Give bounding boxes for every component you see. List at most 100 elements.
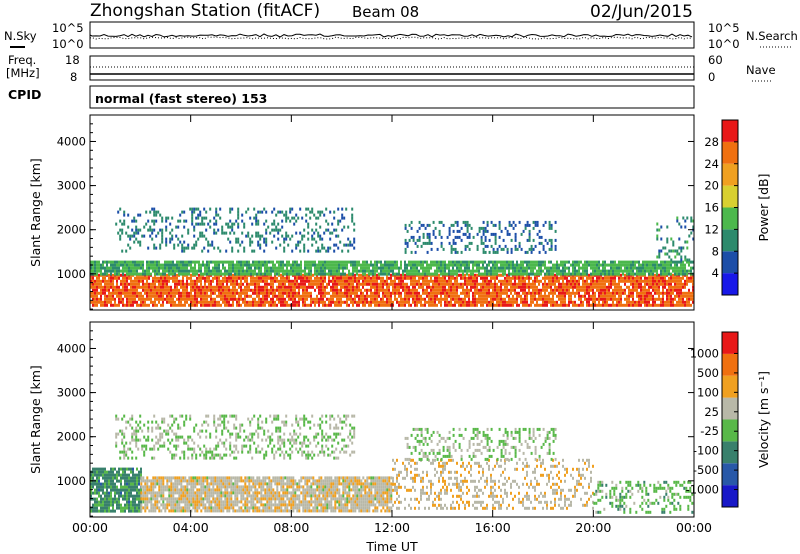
heatmap-cell bbox=[494, 232, 497, 236]
heatmap-cell bbox=[666, 260, 668, 264]
heatmap-cell bbox=[542, 223, 545, 227]
heatmap-cell bbox=[214, 263, 216, 267]
heatmap-cell bbox=[321, 246, 324, 250]
heatmap-cell bbox=[516, 276, 518, 280]
heatmap-cell bbox=[510, 266, 512, 270]
heatmap-cell bbox=[630, 276, 632, 280]
heatmap-cell bbox=[188, 263, 190, 267]
heatmap-cell bbox=[592, 300, 594, 304]
heatmap-cell bbox=[466, 266, 468, 270]
heatmap-cell bbox=[602, 260, 604, 264]
heatmap-cell bbox=[556, 294, 558, 298]
heatmap-cell bbox=[172, 291, 174, 295]
heatmap-cell bbox=[590, 282, 592, 286]
heatmap-cell bbox=[342, 263, 344, 267]
heatmap-cell bbox=[146, 266, 148, 270]
heatmap-cell bbox=[274, 303, 276, 307]
heatmap-cell bbox=[684, 285, 686, 289]
heatmap-cell bbox=[618, 272, 620, 276]
heatmap-cell bbox=[522, 285, 524, 289]
heatmap-cell bbox=[460, 238, 463, 242]
heatmap-cell bbox=[630, 279, 632, 283]
heatmap-cell bbox=[299, 207, 302, 211]
heatmap-cell bbox=[438, 282, 440, 286]
heatmap-cell bbox=[195, 240, 198, 244]
heatmap-cell bbox=[540, 269, 542, 273]
heatmap-cell bbox=[468, 291, 470, 295]
heatmap-cell bbox=[532, 247, 535, 251]
heatmap-cell bbox=[148, 260, 150, 264]
heatmap-cell bbox=[528, 238, 531, 242]
heatmap-cell bbox=[642, 269, 644, 273]
heatmap-cell bbox=[256, 266, 258, 270]
heatmap-cell bbox=[458, 266, 460, 270]
heatmap-cell bbox=[590, 266, 592, 270]
heatmap-cell bbox=[534, 291, 536, 295]
heatmap-cell bbox=[334, 279, 336, 283]
heatmap-cell bbox=[176, 273, 178, 277]
heatmap-cell bbox=[243, 225, 246, 229]
heatmap-cell bbox=[618, 266, 620, 270]
heatmap-cell bbox=[552, 297, 554, 301]
heatmap-cell bbox=[464, 276, 466, 280]
heatmap-cell bbox=[104, 300, 106, 304]
heatmap-cell bbox=[284, 279, 286, 283]
heatmap-cell bbox=[228, 294, 230, 298]
heatmap-cell bbox=[558, 263, 560, 267]
heatmap-cell bbox=[538, 294, 540, 298]
heatmap-cell bbox=[388, 269, 390, 273]
heatmap-cell bbox=[318, 272, 320, 276]
heatmap-cell bbox=[538, 269, 540, 273]
heatmap-cell bbox=[242, 297, 244, 301]
heatmap-cell bbox=[618, 300, 620, 304]
heatmap-cell bbox=[676, 272, 678, 276]
heatmap-cell bbox=[316, 282, 318, 286]
heatmap-cell bbox=[412, 263, 414, 267]
heatmap-cell bbox=[147, 219, 150, 223]
heatmap-cell bbox=[115, 222, 118, 226]
heatmap-cell bbox=[234, 276, 236, 280]
heatmap-cell bbox=[404, 269, 406, 273]
heatmap-cell bbox=[94, 285, 96, 289]
heatmap-cell bbox=[380, 285, 382, 289]
heatmap-cell bbox=[602, 297, 604, 301]
heatmap-cell bbox=[400, 297, 402, 301]
heatmap-cell bbox=[448, 229, 451, 233]
heatmap-cell bbox=[686, 216, 689, 220]
heatmap-cell bbox=[676, 294, 678, 298]
heatmap-cell bbox=[678, 297, 680, 301]
heatmap-cell bbox=[638, 269, 640, 273]
heatmap-cell bbox=[578, 291, 580, 295]
heatmap-cell bbox=[228, 279, 230, 283]
heatmap-cell bbox=[250, 279, 252, 283]
heatmap-cell bbox=[432, 263, 434, 267]
heatmap-cell bbox=[650, 260, 652, 264]
heatmap-cell bbox=[332, 279, 334, 283]
heatmap-cell bbox=[542, 288, 544, 292]
heatmap-cell bbox=[640, 272, 642, 276]
heatmap-cell bbox=[258, 269, 260, 273]
heatmap-cell bbox=[150, 263, 152, 267]
heatmap-cell bbox=[444, 285, 446, 289]
heatmap-cell bbox=[652, 300, 654, 304]
heatmap-cell bbox=[90, 285, 92, 289]
heatmap-cell bbox=[580, 300, 582, 304]
heatmap-cell bbox=[460, 276, 462, 280]
heatmap-cell bbox=[502, 279, 504, 283]
heatmap-cell bbox=[325, 219, 328, 223]
heatmap-cell bbox=[552, 282, 554, 286]
heatmap-cell bbox=[388, 276, 390, 280]
heatmap-cell bbox=[612, 300, 614, 304]
heatmap-cell bbox=[386, 279, 388, 283]
heatmap-cell bbox=[116, 269, 118, 273]
heatmap-cell bbox=[351, 213, 354, 217]
heatmap-cell bbox=[676, 260, 678, 264]
heatmap-cell bbox=[486, 291, 488, 295]
heatmap-cell bbox=[462, 269, 464, 273]
heatmap-cell bbox=[510, 285, 512, 289]
heatmap-cell bbox=[160, 276, 162, 280]
heatmap-cell bbox=[351, 243, 354, 247]
heatmap-cell bbox=[144, 282, 146, 286]
heatmap-cell bbox=[484, 260, 486, 264]
heatmap-cell bbox=[660, 300, 662, 304]
